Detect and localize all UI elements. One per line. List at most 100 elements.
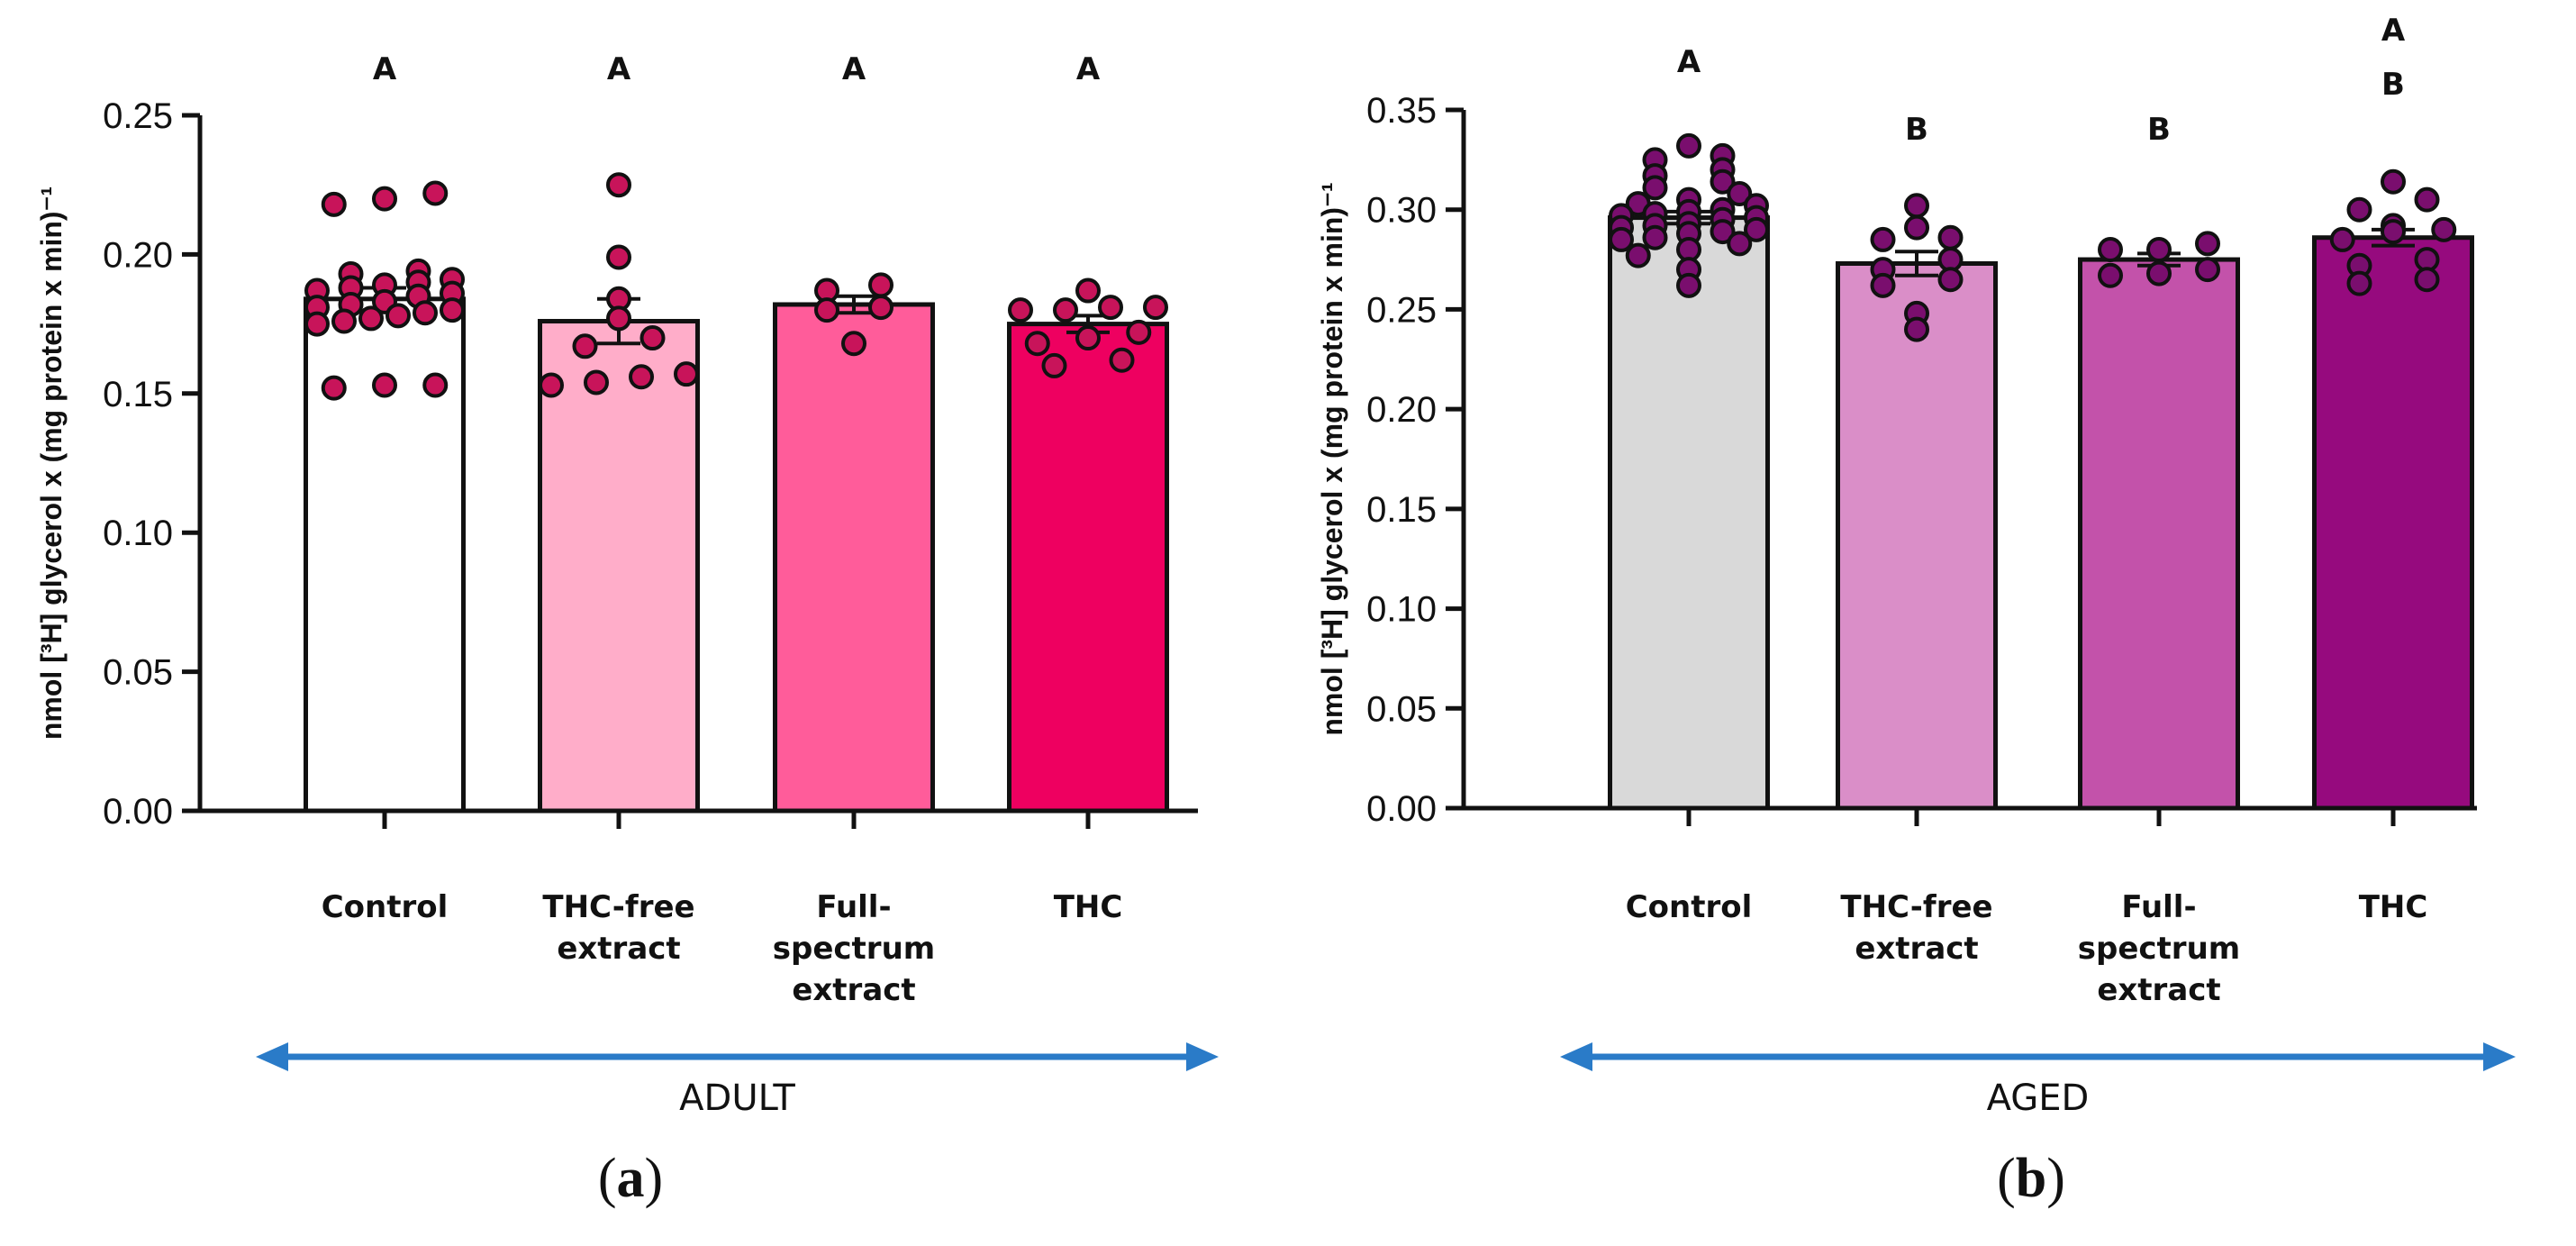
data-point bbox=[372, 372, 397, 398]
data-point bbox=[1041, 352, 1067, 378]
data-point bbox=[539, 372, 564, 398]
bar bbox=[2312, 235, 2474, 811]
data-point bbox=[2381, 219, 2406, 245]
data-point bbox=[841, 331, 866, 357]
x-category-label: extract bbox=[792, 972, 915, 1008]
data-point bbox=[1053, 297, 1078, 323]
data-point bbox=[422, 180, 449, 206]
data-point bbox=[2195, 231, 2220, 257]
y-tick-label: 0.00 bbox=[103, 792, 173, 832]
data-point bbox=[1642, 175, 1668, 201]
x-category-label: THC bbox=[1054, 889, 1123, 925]
x-category-label: spectrum bbox=[773, 931, 935, 967]
data-point bbox=[1727, 181, 1753, 206]
group-label: AGED bbox=[1987, 1078, 2090, 1119]
chart-panel-b: 0.00 0.05 0.10 0.15 0.20 0.25 0.30 0.35 nmol [³H… bbox=[1316, 13, 2516, 1209]
data-point bbox=[868, 272, 893, 298]
data-point bbox=[2098, 262, 2123, 288]
group-label: ADULT bbox=[679, 1078, 795, 1119]
data-point bbox=[606, 305, 631, 332]
data-point bbox=[331, 308, 357, 334]
x-category-label: Control bbox=[322, 889, 449, 925]
significance-letter: B bbox=[1905, 112, 1928, 148]
data-point bbox=[1109, 347, 1135, 373]
data-point bbox=[1937, 267, 1964, 293]
data-point bbox=[1609, 226, 1634, 252]
y-tick-label: 0.05 bbox=[103, 653, 173, 693]
significance-letter: A bbox=[2381, 13, 2406, 49]
x-category-label: THC bbox=[2359, 889, 2428, 925]
y-tick-label: 0.10 bbox=[1366, 590, 1437, 630]
significance-letter: A bbox=[1076, 51, 1101, 87]
bar bbox=[773, 302, 935, 814]
y-tick-label: 0.35 bbox=[1366, 91, 1437, 131]
data-point bbox=[1870, 272, 1896, 298]
data-point bbox=[1710, 168, 1736, 195]
y-axis-label: nmol [³H] glycerol x (mg protein x min)⁻… bbox=[35, 186, 68, 740]
data-point bbox=[1904, 316, 1929, 342]
x-category-label: extract bbox=[1855, 931, 1978, 967]
bar bbox=[2078, 257, 2240, 811]
data-point bbox=[572, 333, 598, 359]
y-tick-label: 0.20 bbox=[1366, 390, 1437, 430]
data-point bbox=[321, 191, 347, 217]
data-point bbox=[2381, 168, 2406, 195]
x-category-label: extract bbox=[2097, 972, 2220, 1008]
bar bbox=[1007, 322, 1169, 814]
data-point bbox=[385, 303, 411, 329]
data-point bbox=[674, 361, 699, 387]
data-point bbox=[606, 244, 631, 270]
data-point bbox=[413, 300, 438, 326]
data-point bbox=[321, 375, 347, 401]
data-point bbox=[2346, 270, 2372, 296]
y-tick-label: 0.25 bbox=[1366, 290, 1437, 330]
significance-letter: B bbox=[2381, 67, 2405, 103]
data-point bbox=[1744, 216, 1769, 242]
data-point bbox=[1727, 231, 1753, 257]
significance-letter: A bbox=[842, 51, 866, 87]
data-point bbox=[422, 372, 449, 398]
y-tick-label: 0.10 bbox=[103, 514, 173, 553]
significance-letter: A bbox=[373, 51, 397, 87]
data-point bbox=[2195, 257, 2220, 283]
data-point bbox=[2146, 260, 2172, 286]
data-point bbox=[868, 295, 893, 321]
data-point bbox=[1710, 219, 1736, 245]
x-category-label: Control bbox=[1626, 889, 1753, 925]
y-tick-label: 0.25 bbox=[103, 96, 173, 136]
data-point bbox=[1676, 132, 1701, 159]
data-point bbox=[1075, 277, 1101, 304]
panel-label: (b) bbox=[1997, 1148, 2065, 1209]
x-category-label: THC-free bbox=[542, 889, 694, 925]
data-point bbox=[1075, 325, 1101, 351]
data-point bbox=[1126, 319, 1152, 345]
data-point bbox=[1937, 224, 1964, 250]
significance-letter: A bbox=[1677, 44, 1701, 80]
data-point bbox=[1904, 193, 1929, 219]
data-point bbox=[1642, 224, 1668, 250]
chart-panel-a: 0.00 0.05 0.10 0.15 0.20 0.25 nmol [³H] glycer… bbox=[35, 51, 1219, 1209]
data-point bbox=[1098, 295, 1123, 321]
data-point bbox=[2431, 216, 2457, 242]
y-tick-label: 0.05 bbox=[1366, 689, 1437, 729]
y-axis-label: nmol [³H] glycerol x (mg protein x min)⁻… bbox=[1316, 182, 1348, 735]
data-point bbox=[1870, 226, 1896, 252]
bar bbox=[1608, 215, 1770, 811]
data-point bbox=[1008, 297, 1033, 323]
arrow-left-icon bbox=[256, 1042, 288, 1071]
data-point bbox=[2346, 196, 2372, 223]
y-tick-label: 0.15 bbox=[1366, 490, 1437, 530]
data-point bbox=[358, 305, 384, 332]
significance-letter: B bbox=[2147, 112, 2171, 148]
data-point bbox=[1904, 214, 1929, 241]
data-point bbox=[1024, 331, 1050, 357]
arrow-right-icon bbox=[2483, 1042, 2516, 1071]
y-tick-label: 0.15 bbox=[103, 375, 173, 414]
data-point bbox=[372, 186, 397, 212]
bar bbox=[1836, 261, 1998, 811]
data-point bbox=[2414, 267, 2440, 293]
x-category-label: spectrum bbox=[2078, 931, 2240, 967]
significance-letter: A bbox=[607, 51, 631, 87]
data-point bbox=[1676, 272, 1701, 298]
panel-label: (a) bbox=[598, 1148, 663, 1209]
